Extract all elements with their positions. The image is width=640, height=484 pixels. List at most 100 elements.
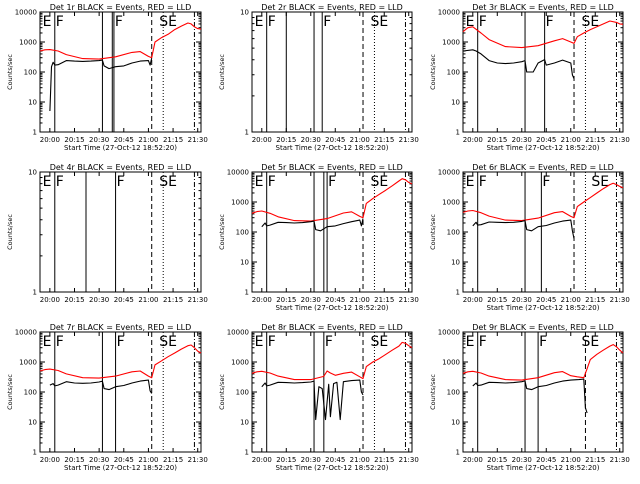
x-axis-label: Start Time (27-Oct-12 18:52:20) xyxy=(276,304,389,312)
y-tick-label: 1 xyxy=(245,449,249,457)
y-tick-label: 10000 xyxy=(438,169,460,177)
y-tick-label: 100 xyxy=(447,389,460,397)
y-tick-label: 1000 xyxy=(231,199,249,207)
y-tick-label: 1000 xyxy=(19,39,37,47)
x-tick-label: 21:30 xyxy=(610,296,630,304)
flag-annotation: F xyxy=(479,14,487,30)
y-axis-label: Counts/sec xyxy=(218,374,226,410)
y-tick-label: 100 xyxy=(24,69,37,77)
x-axis-label: Start Time (27-Oct-12 18:52:20) xyxy=(487,304,600,312)
flag-annotation: E xyxy=(466,334,475,350)
plot-area xyxy=(252,12,412,132)
x-tick-label: 21:00 xyxy=(350,296,370,304)
x-tick-label: 20:15 xyxy=(487,136,507,144)
x-tick-label: 20:30 xyxy=(512,136,532,144)
x-tick-label: 21:30 xyxy=(399,296,419,304)
x-axis-label: Start Time (27-Oct-12 18:52:20) xyxy=(276,464,389,472)
x-tick-label: 20:30 xyxy=(512,296,532,304)
x-tick-label: 20:45 xyxy=(536,136,556,144)
x-tick-label: 20:45 xyxy=(536,296,556,304)
y-tick-label: 10000 xyxy=(15,9,37,17)
plot-area xyxy=(40,172,201,292)
plot-area xyxy=(463,172,623,292)
y-tick-label: 1000 xyxy=(19,359,37,367)
x-tick-label: 21:30 xyxy=(188,456,208,464)
x-tick-label: 21:30 xyxy=(188,296,208,304)
plot-area xyxy=(40,12,201,132)
flag-annotation: SE xyxy=(582,14,600,30)
chart-title: Det 6r BLACK = Events, RED = LLD xyxy=(472,163,614,172)
x-tick-label: 20:00 xyxy=(463,136,483,144)
flag-annotation: F xyxy=(479,334,487,350)
x-tick-label: 20:00 xyxy=(252,136,272,144)
y-tick-label: 10 xyxy=(28,419,37,427)
plot-area xyxy=(252,332,412,452)
x-tick-label: 20:45 xyxy=(114,136,134,144)
chart-title: Det 2r BLACK = Events, RED = LLD xyxy=(261,3,403,12)
x-tick-label: 20:45 xyxy=(325,296,345,304)
x-tick-label: 20:15 xyxy=(64,296,84,304)
y-tick-label: 10 xyxy=(451,259,460,267)
x-tick-label: 20:15 xyxy=(276,296,296,304)
x-tick-label: 21:30 xyxy=(610,456,630,464)
x-tick-label: 20:00 xyxy=(40,456,60,464)
plot-area xyxy=(463,332,623,452)
series-line-events xyxy=(473,379,587,413)
x-tick-label: 20:45 xyxy=(325,456,345,464)
flag-annotation: F xyxy=(56,14,64,30)
flag-annotation: SE xyxy=(371,14,389,30)
figure: Det 1r BLACK = Events, RED = LLD Counts/s… xyxy=(0,0,640,480)
x-tick-label: 21:30 xyxy=(399,456,419,464)
plot-area xyxy=(40,332,201,452)
x-tick-label: 21:00 xyxy=(138,296,158,304)
y-tick-label: 100 xyxy=(236,389,249,397)
chart-title: Det 1r BLACK = Events, RED = LLD xyxy=(50,3,192,12)
y-tick-label: 10 xyxy=(240,259,249,267)
y-tick-label: 1 xyxy=(456,289,460,297)
x-tick-label: 21:30 xyxy=(399,136,419,144)
x-tick-label: 21:15 xyxy=(374,136,394,144)
x-axis-label: Start Time (27-Oct-12 18:52:20) xyxy=(487,144,600,152)
flag-annotation: E xyxy=(255,174,264,190)
flag-annotation: E xyxy=(43,14,52,30)
panel-det-2: Det 2r BLACK = Events, RED = LLD Counts/s… xyxy=(218,3,419,152)
y-tick-label: 100 xyxy=(447,69,460,77)
x-tick-label: 20:00 xyxy=(40,296,60,304)
x-tick-label: 21:00 xyxy=(350,136,370,144)
x-tick-label: 20:30 xyxy=(89,456,109,464)
flag-annotation: F xyxy=(325,334,333,350)
y-axis-label: Counts/sec xyxy=(218,54,226,90)
y-axis-label: Counts/sec xyxy=(6,374,14,410)
panel-det-1: Det 1r BLACK = Events, RED = LLD Counts/s… xyxy=(6,3,208,152)
series-line-events xyxy=(463,50,574,79)
y-tick-label: 10000 xyxy=(15,329,37,337)
flag-annotation: E xyxy=(466,174,475,190)
x-tick-label: 21:00 xyxy=(350,456,370,464)
flag-annotation: F xyxy=(268,334,276,350)
x-tick-label: 20:00 xyxy=(252,456,272,464)
panel-det-6: Det 6r BLACK = Events, RED = LLD Counts/s… xyxy=(429,163,630,312)
x-tick-label: 21:15 xyxy=(163,136,183,144)
flag-annotation: SE xyxy=(582,334,600,350)
x-tick-label: 20:15 xyxy=(64,136,84,144)
flag-annotation: F xyxy=(539,334,547,350)
y-tick-label: 10000 xyxy=(438,329,460,337)
x-tick-label: 21:15 xyxy=(585,136,605,144)
y-tick-label: 1 xyxy=(456,449,460,457)
flag-annotation: F xyxy=(268,174,276,190)
x-axis-label: Start Time (27-Oct-12 18:52:20) xyxy=(276,144,389,152)
chart-title: Det 8r BLACK = Events, RED = LLD xyxy=(261,323,403,332)
flag-annotation: SE xyxy=(371,334,389,350)
x-axis-label: Start Time (27-Oct-12 18:52:20) xyxy=(64,144,177,152)
chart-title: Det 5r BLACK = Events, RED = LLD xyxy=(261,163,403,172)
flag-annotation: F xyxy=(56,334,64,350)
flag-annotation: F xyxy=(479,174,487,190)
y-tick-label: 10 xyxy=(451,419,460,427)
panel-det-8: Det 8r BLACK = Events, RED = LLD Counts/s… xyxy=(218,323,419,472)
x-tick-label: 20:45 xyxy=(325,136,345,144)
y-tick-label: 1 xyxy=(33,449,37,457)
x-tick-label: 20:15 xyxy=(64,456,84,464)
y-tick-label: 1000 xyxy=(231,359,249,367)
flag-annotation: F xyxy=(268,14,276,30)
x-tick-label: 21:15 xyxy=(374,296,394,304)
